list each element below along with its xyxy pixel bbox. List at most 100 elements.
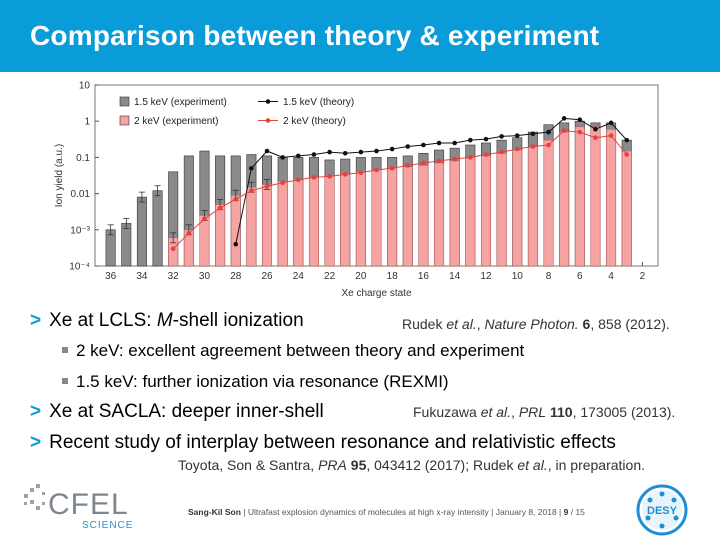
theory-1-5kev-point	[358, 149, 364, 155]
bar-2kev-experiment	[606, 128, 617, 267]
theory-2kev-point	[436, 158, 442, 164]
x-tick-label: 28	[230, 271, 242, 282]
theory-2kev-point	[217, 205, 223, 211]
y-tick-label: 1	[84, 117, 90, 128]
ref-author: Toyota, Son & Santra,	[178, 457, 319, 473]
sub-bullet-2kev: 2 keV: excellent agreement between theor…	[62, 341, 524, 361]
theory-1-5kev-point	[233, 241, 239, 247]
ref-journal: PRA	[318, 457, 347, 473]
y-tick-label: 10	[79, 81, 91, 92]
theory-1-5kev-point	[280, 155, 285, 160]
bar-2kev-experiment	[355, 171, 366, 267]
sub-bullet-2kev-text: 2 keV: excellent agreement between theor…	[76, 341, 525, 360]
theory-2kev-point	[264, 183, 270, 189]
bar-2kev-experiment	[262, 184, 272, 267]
x-axis-label: Xe charge state	[341, 288, 411, 299]
theory-2kev-point	[233, 196, 239, 202]
x-tick-label: 20	[355, 271, 367, 282]
ref-etal: et al.	[446, 316, 477, 332]
ref-volume: 95	[346, 457, 367, 473]
theory-1-5kev-point	[530, 131, 536, 137]
footer-page: 9	[563, 507, 569, 517]
footer-total: 15	[575, 507, 585, 517]
bar-2kev-experiment	[340, 173, 351, 267]
theory-2kev-point	[577, 129, 583, 135]
theory-1-5kev-point	[468, 137, 473, 143]
theory-2kev-point	[389, 165, 395, 171]
bar-2kev-experiment	[293, 178, 304, 267]
x-tick-label: 4	[608, 271, 614, 282]
x-tick-label: 26	[261, 271, 273, 282]
theory-2kev-point	[405, 163, 411, 168]
bullet-marker: >	[30, 401, 42, 422]
theory-1-5kev-point	[514, 133, 520, 138]
ref-author: Rudek	[402, 316, 447, 332]
x-tick-label: 34	[136, 271, 148, 282]
bullet-marker: >	[30, 432, 42, 453]
x-tick-label: 36	[105, 271, 117, 282]
theory-2kev-point	[561, 128, 567, 133]
bar-1-5kev-experiment	[152, 190, 163, 267]
reference-fukuzawa-2013: Fukuzawa et al., PRL 110, 173005 (2013).	[413, 404, 675, 420]
footer-sep: |	[240, 507, 248, 517]
legend-label: 1.5 keV (experiment)	[134, 97, 227, 108]
theory-1-5kev-point	[593, 126, 598, 132]
ref-sep: ,	[476, 316, 485, 332]
desy-logo-text: DESY	[647, 505, 678, 517]
bar-2kev-experiment	[590, 126, 601, 267]
bar-2kev-experiment	[215, 204, 226, 267]
ref-journal: Nature Photon.	[484, 316, 579, 332]
theory-2kev-line	[172, 130, 628, 250]
theory-2kev-point	[514, 146, 520, 152]
theory-1-5kev-point	[499, 134, 504, 139]
x-tick-label: 32	[168, 271, 180, 282]
bar-2kev-experiment	[277, 180, 288, 267]
bar-2kev-experiment	[559, 131, 570, 267]
bullet-sacla: > Xe at SACLA: deeper inner-shell	[30, 401, 324, 423]
footer-text: Sang-Kil Son | Ultrafast explosion dynam…	[188, 507, 585, 517]
theory-2kev-point	[249, 188, 254, 194]
bar-2kev-experiment	[574, 126, 585, 267]
theory-1-5kev-point	[311, 152, 317, 157]
theory-2kev-point	[358, 170, 364, 175]
bar-1-5kev-experiment	[121, 223, 132, 267]
bar-2kev-experiment	[496, 153, 507, 267]
theory-1-5kev-point	[421, 142, 426, 148]
theory-2kev-point	[170, 246, 176, 252]
theory-2kev-point	[374, 167, 379, 173]
bullet-sacla-text: Xe at SACLA: deeper inner-shell	[49, 401, 324, 422]
bar-2kev-experiment	[434, 162, 444, 267]
x-tick-label: 30	[199, 271, 211, 282]
theory-1-5kev-point	[546, 129, 551, 135]
x-tick-label: 2	[640, 271, 646, 282]
x-tick-label: 18	[387, 271, 399, 282]
cfel-logo-subtext: SCIENCE	[82, 520, 133, 531]
square-bullet-icon	[62, 377, 68, 384]
bullet-recent-study: > Recent study of interplay between reson…	[30, 432, 616, 454]
bar-2kev-experiment	[309, 177, 319, 267]
ref-pages: , 043412 (2017); Rudek	[366, 457, 518, 473]
ref-etal: et al.	[517, 457, 548, 473]
ref-author: Fukuzawa	[413, 404, 481, 420]
sub-bullet-1-5kev: 1.5 keV: further ionization via resonanc…	[62, 372, 449, 392]
theory-2kev-point	[624, 152, 630, 157]
theory-2kev-point	[280, 180, 285, 186]
x-tick-label: 14	[449, 271, 461, 282]
ref-journal: PRL	[518, 404, 547, 420]
theory-2kev-point	[421, 160, 426, 166]
x-tick-label: 8	[546, 271, 552, 282]
cfel-logo: CFEL SCIENCE	[24, 484, 133, 531]
bar-2kev-experiment	[387, 168, 398, 267]
y-axis-label: Ion yield (a.u.)	[54, 144, 65, 207]
x-tick-label: 22	[324, 271, 336, 282]
theory-2kev-point	[311, 175, 317, 180]
bar-2kev-experiment	[543, 139, 554, 267]
reference-toyota-2017: Toyota, Son & Santra, PRA 95, 043412 (20…	[178, 457, 645, 473]
bar-2kev-experiment	[324, 176, 335, 267]
bar-2kev-experiment	[465, 157, 476, 267]
theory-2kev-point	[593, 135, 598, 141]
theory-2kev-point	[483, 152, 489, 157]
slide-title: Comparison between theory & experiment	[30, 20, 600, 51]
bullet-marker: >	[30, 310, 42, 331]
theory-2kev-point	[452, 156, 457, 162]
